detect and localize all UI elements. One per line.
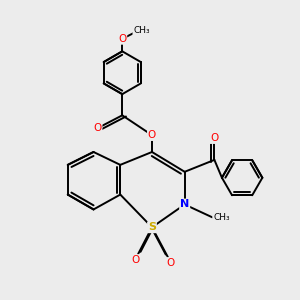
Text: O: O xyxy=(167,258,175,268)
Text: O: O xyxy=(148,130,156,140)
Text: CH₃: CH₃ xyxy=(133,26,150,35)
Text: O: O xyxy=(210,133,218,143)
Text: O: O xyxy=(118,34,126,44)
Text: N: N xyxy=(180,200,189,209)
Text: O: O xyxy=(131,255,139,265)
Text: S: S xyxy=(148,222,156,232)
Text: O: O xyxy=(93,123,102,133)
Text: CH₃: CH₃ xyxy=(213,213,230,222)
